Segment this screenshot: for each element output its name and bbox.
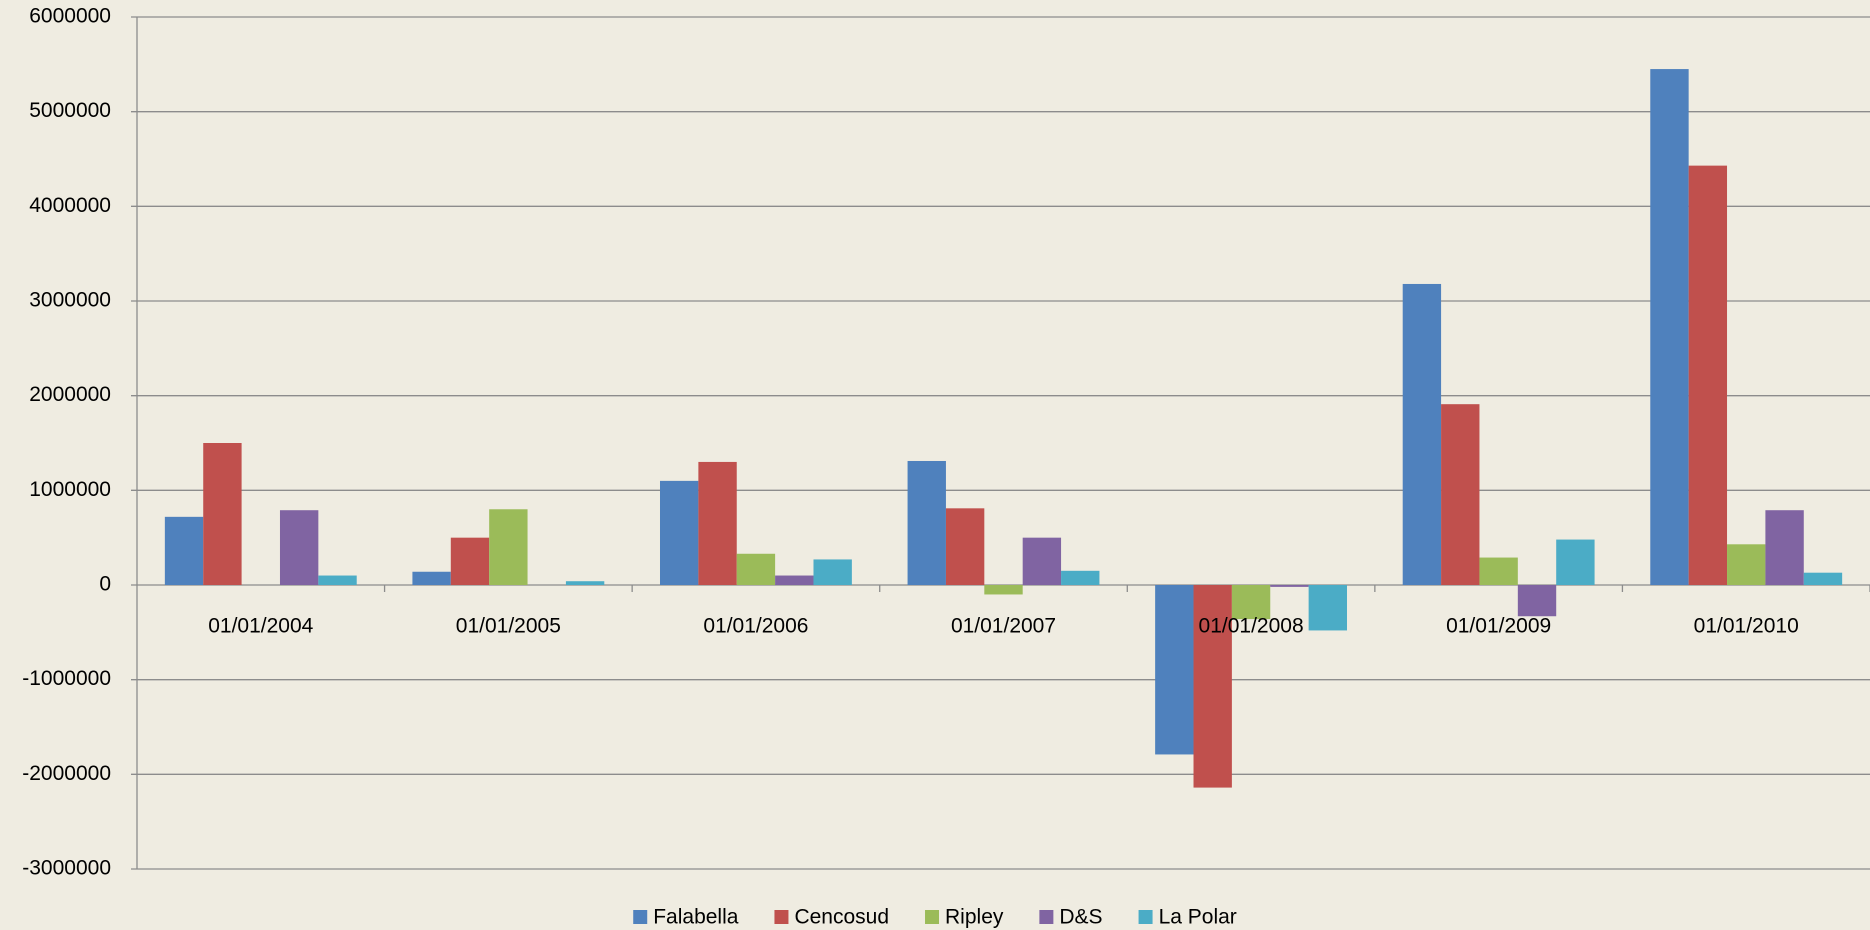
legend-label: Ripley	[945, 906, 1004, 929]
y-tick-label: 4000000	[29, 194, 111, 217]
bar	[984, 585, 1023, 595]
bar	[1479, 557, 1518, 585]
bar	[698, 461, 737, 585]
legend-label: La Polar	[1159, 906, 1237, 929]
bar	[1308, 585, 1348, 631]
bar	[659, 480, 699, 585]
bar	[1517, 585, 1557, 617]
y-tick-label: 3000000	[29, 289, 111, 312]
bar	[775, 575, 814, 585]
y-tick-label: -2000000	[22, 762, 111, 785]
bar	[1022, 537, 1062, 585]
bar	[1061, 570, 1100, 585]
bar	[1270, 585, 1309, 587]
x-tick-label: 01/01/2008	[1199, 615, 1304, 638]
bar	[1765, 510, 1804, 585]
bar	[1556, 539, 1595, 585]
y-tick-label: 1000000	[29, 478, 111, 501]
legend-label: Cencosud	[794, 906, 889, 929]
bar	[1803, 572, 1843, 585]
y-tick-label: 2000000	[29, 383, 111, 406]
bar	[565, 581, 605, 585]
bar	[1688, 165, 1728, 586]
legend-swatch	[1138, 910, 1153, 924]
legend-label: D&S	[1059, 906, 1102, 929]
legend-swatch	[1039, 910, 1054, 924]
bar	[813, 559, 852, 585]
bar	[318, 575, 357, 585]
bar	[412, 571, 451, 585]
bar	[736, 553, 776, 585]
bar	[907, 460, 946, 585]
x-tick-label: 01/01/2006	[703, 615, 808, 638]
x-tick-label: 01/01/2010	[1694, 615, 1799, 638]
legend-swatch	[633, 910, 648, 924]
legend-swatch	[925, 910, 940, 924]
y-tick-label: 6000000	[29, 5, 111, 28]
bar	[1727, 544, 1766, 585]
x-tick-label: 01/01/2009	[1446, 615, 1551, 638]
y-tick-label: -1000000	[22, 667, 111, 690]
bar	[1441, 404, 1480, 585]
bar	[1231, 585, 1271, 620]
bar	[1155, 585, 1194, 755]
x-tick-label: 01/01/2007	[951, 615, 1056, 638]
x-tick-label: 01/01/2005	[456, 615, 561, 638]
bar	[450, 537, 490, 585]
bar	[164, 516, 204, 585]
bar	[1650, 69, 1689, 586]
bar	[1193, 585, 1232, 788]
legend-label: Falabella	[653, 906, 739, 929]
bar	[1402, 283, 1442, 585]
bar	[279, 510, 319, 585]
bar	[203, 443, 242, 585]
y-tick-label: -3000000	[22, 857, 111, 880]
bar	[489, 509, 528, 585]
y-tick-label: 0	[99, 573, 111, 596]
legend-swatch	[774, 910, 789, 924]
x-tick-label: 01/01/2004	[208, 615, 313, 638]
y-tick-label: 5000000	[29, 99, 111, 122]
bar	[945, 508, 985, 585]
